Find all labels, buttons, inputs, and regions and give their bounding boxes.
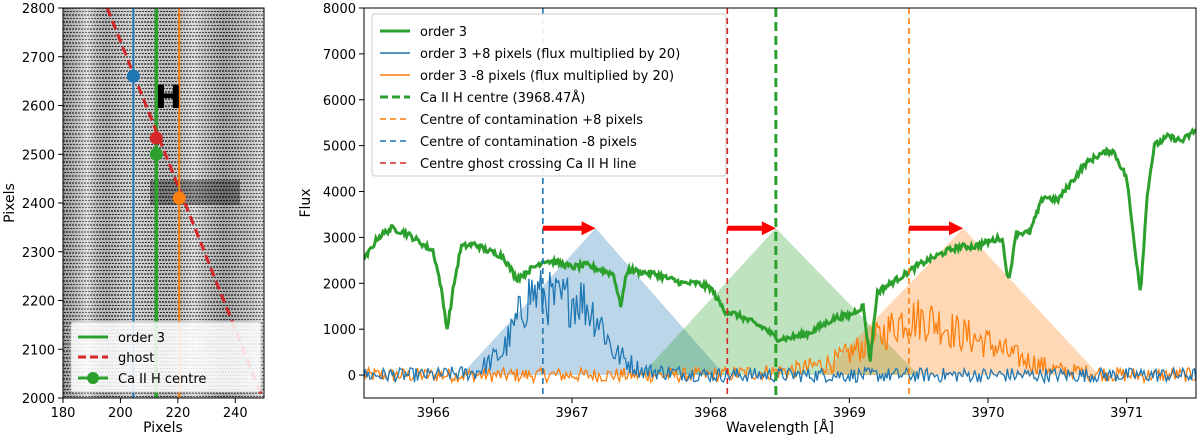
marker-ca-ii-h-centre (149, 147, 163, 161)
y-tick-label: 8000 (323, 2, 356, 17)
legend-marker-ca-ii (87, 372, 99, 384)
right-y-ticks: 0 1000 2000 3000 4000 5000 6000 7000 8000 (323, 2, 364, 384)
x-tick-label: 3967 (555, 406, 588, 421)
y-tick-label: 2000 (22, 392, 55, 407)
y-tick-label: 2100 (22, 343, 55, 358)
line-annotation-H: H (155, 78, 182, 116)
series-line-order3-minus8 (364, 299, 1196, 385)
y-tick-label: 2000 (323, 277, 356, 292)
x-tick-label: 200 (108, 406, 133, 421)
x-tick-label: 3970 (971, 406, 1004, 421)
legend-label: ghost (118, 351, 154, 366)
y-tick-label: 2500 (22, 148, 55, 163)
series-line-order3-plus8 (364, 270, 1196, 385)
shift-arrow-head (949, 221, 964, 236)
y-tick-label: 5000 (323, 140, 356, 155)
legend-label: order 3 (420, 25, 467, 40)
shaded-triangle (461, 228, 725, 376)
marker-contamination-8 (126, 69, 140, 83)
series-line-order3 (364, 127, 1196, 362)
x-tick-label: 3968 (694, 406, 727, 421)
legend-label: Centre ghost crossing Ca II H line (420, 157, 636, 172)
right-axes-frame (363, 7, 1197, 399)
shift-arrow-head (581, 221, 596, 236)
shaded-triangle (821, 228, 1099, 376)
x-tick-label: 220 (165, 406, 190, 421)
left-panel: H 180 200 220 240 2000210022002300240025002… (2, 2, 265, 436)
left-legend: order 3 ghost Ca II H centre (70, 321, 262, 393)
marker-contamination-8 (172, 191, 186, 205)
y-tick-label: 2800 (22, 2, 55, 17)
y-tick-label: 4000 (323, 186, 356, 201)
x-tick-label: 3969 (833, 406, 866, 421)
x-tick-label: 3966 (417, 406, 450, 421)
y-tick-label: 7000 (323, 48, 356, 63)
shaded-triangle (641, 228, 919, 376)
shift-arrow-head (761, 221, 776, 236)
y-tick-label: 2300 (22, 246, 55, 261)
y-tick-label: 3000 (323, 231, 356, 246)
legend-label: order 3 +8 pixels (flux multiplied by 20… (420, 47, 680, 62)
left-y-label: Pixels (2, 183, 18, 223)
x-tick-label: 240 (223, 406, 248, 421)
left-x-label: Pixels (143, 420, 183, 436)
legend-label: Centre of contamination -8 pixels (420, 135, 637, 150)
marker-ghost-crossing (149, 131, 163, 145)
legend-label: order 3 (118, 331, 165, 346)
right-x-ticks: 3966 3967 3968 3969 3970 3971 (417, 398, 1143, 421)
y-tick-label: 2600 (22, 100, 55, 115)
y-tick-label: 6000 (323, 94, 356, 109)
legend-label: Ca II H centre (3968.47Å) (420, 90, 585, 106)
x-tick-label: 180 (51, 406, 76, 421)
right-y-label: Flux (298, 188, 314, 217)
y-tick-label: 2700 (22, 51, 55, 66)
y-tick-label: 2400 (22, 197, 55, 212)
right-legend: order 3 order 3 +8 pixels (flux multiplie… (371, 13, 727, 177)
legend-label: order 3 -8 pixels (flux multiplied by 20… (420, 69, 674, 84)
y-tick-label: 1000 (323, 323, 356, 338)
y-tick-label: 2200 (22, 295, 55, 310)
legend-label: Ca II H centre (118, 372, 206, 387)
left-y-ticks: 2000 2100 2200 2300 2400 2500 2600 2700 2800 (22, 2, 63, 407)
right-x-label: Wavelength [Å] (726, 419, 834, 436)
legend-label: Centre of contamination +8 pixels (420, 113, 643, 128)
right-panel: 3966 3967 3968 3969 3970 3971 0 1000 2000 3000 40… (298, 2, 1197, 436)
x-tick-label: 3971 (1110, 406, 1143, 421)
left-x-ticks: 180 200 220 240 (51, 398, 248, 421)
y-tick-label: 0 (348, 369, 356, 384)
